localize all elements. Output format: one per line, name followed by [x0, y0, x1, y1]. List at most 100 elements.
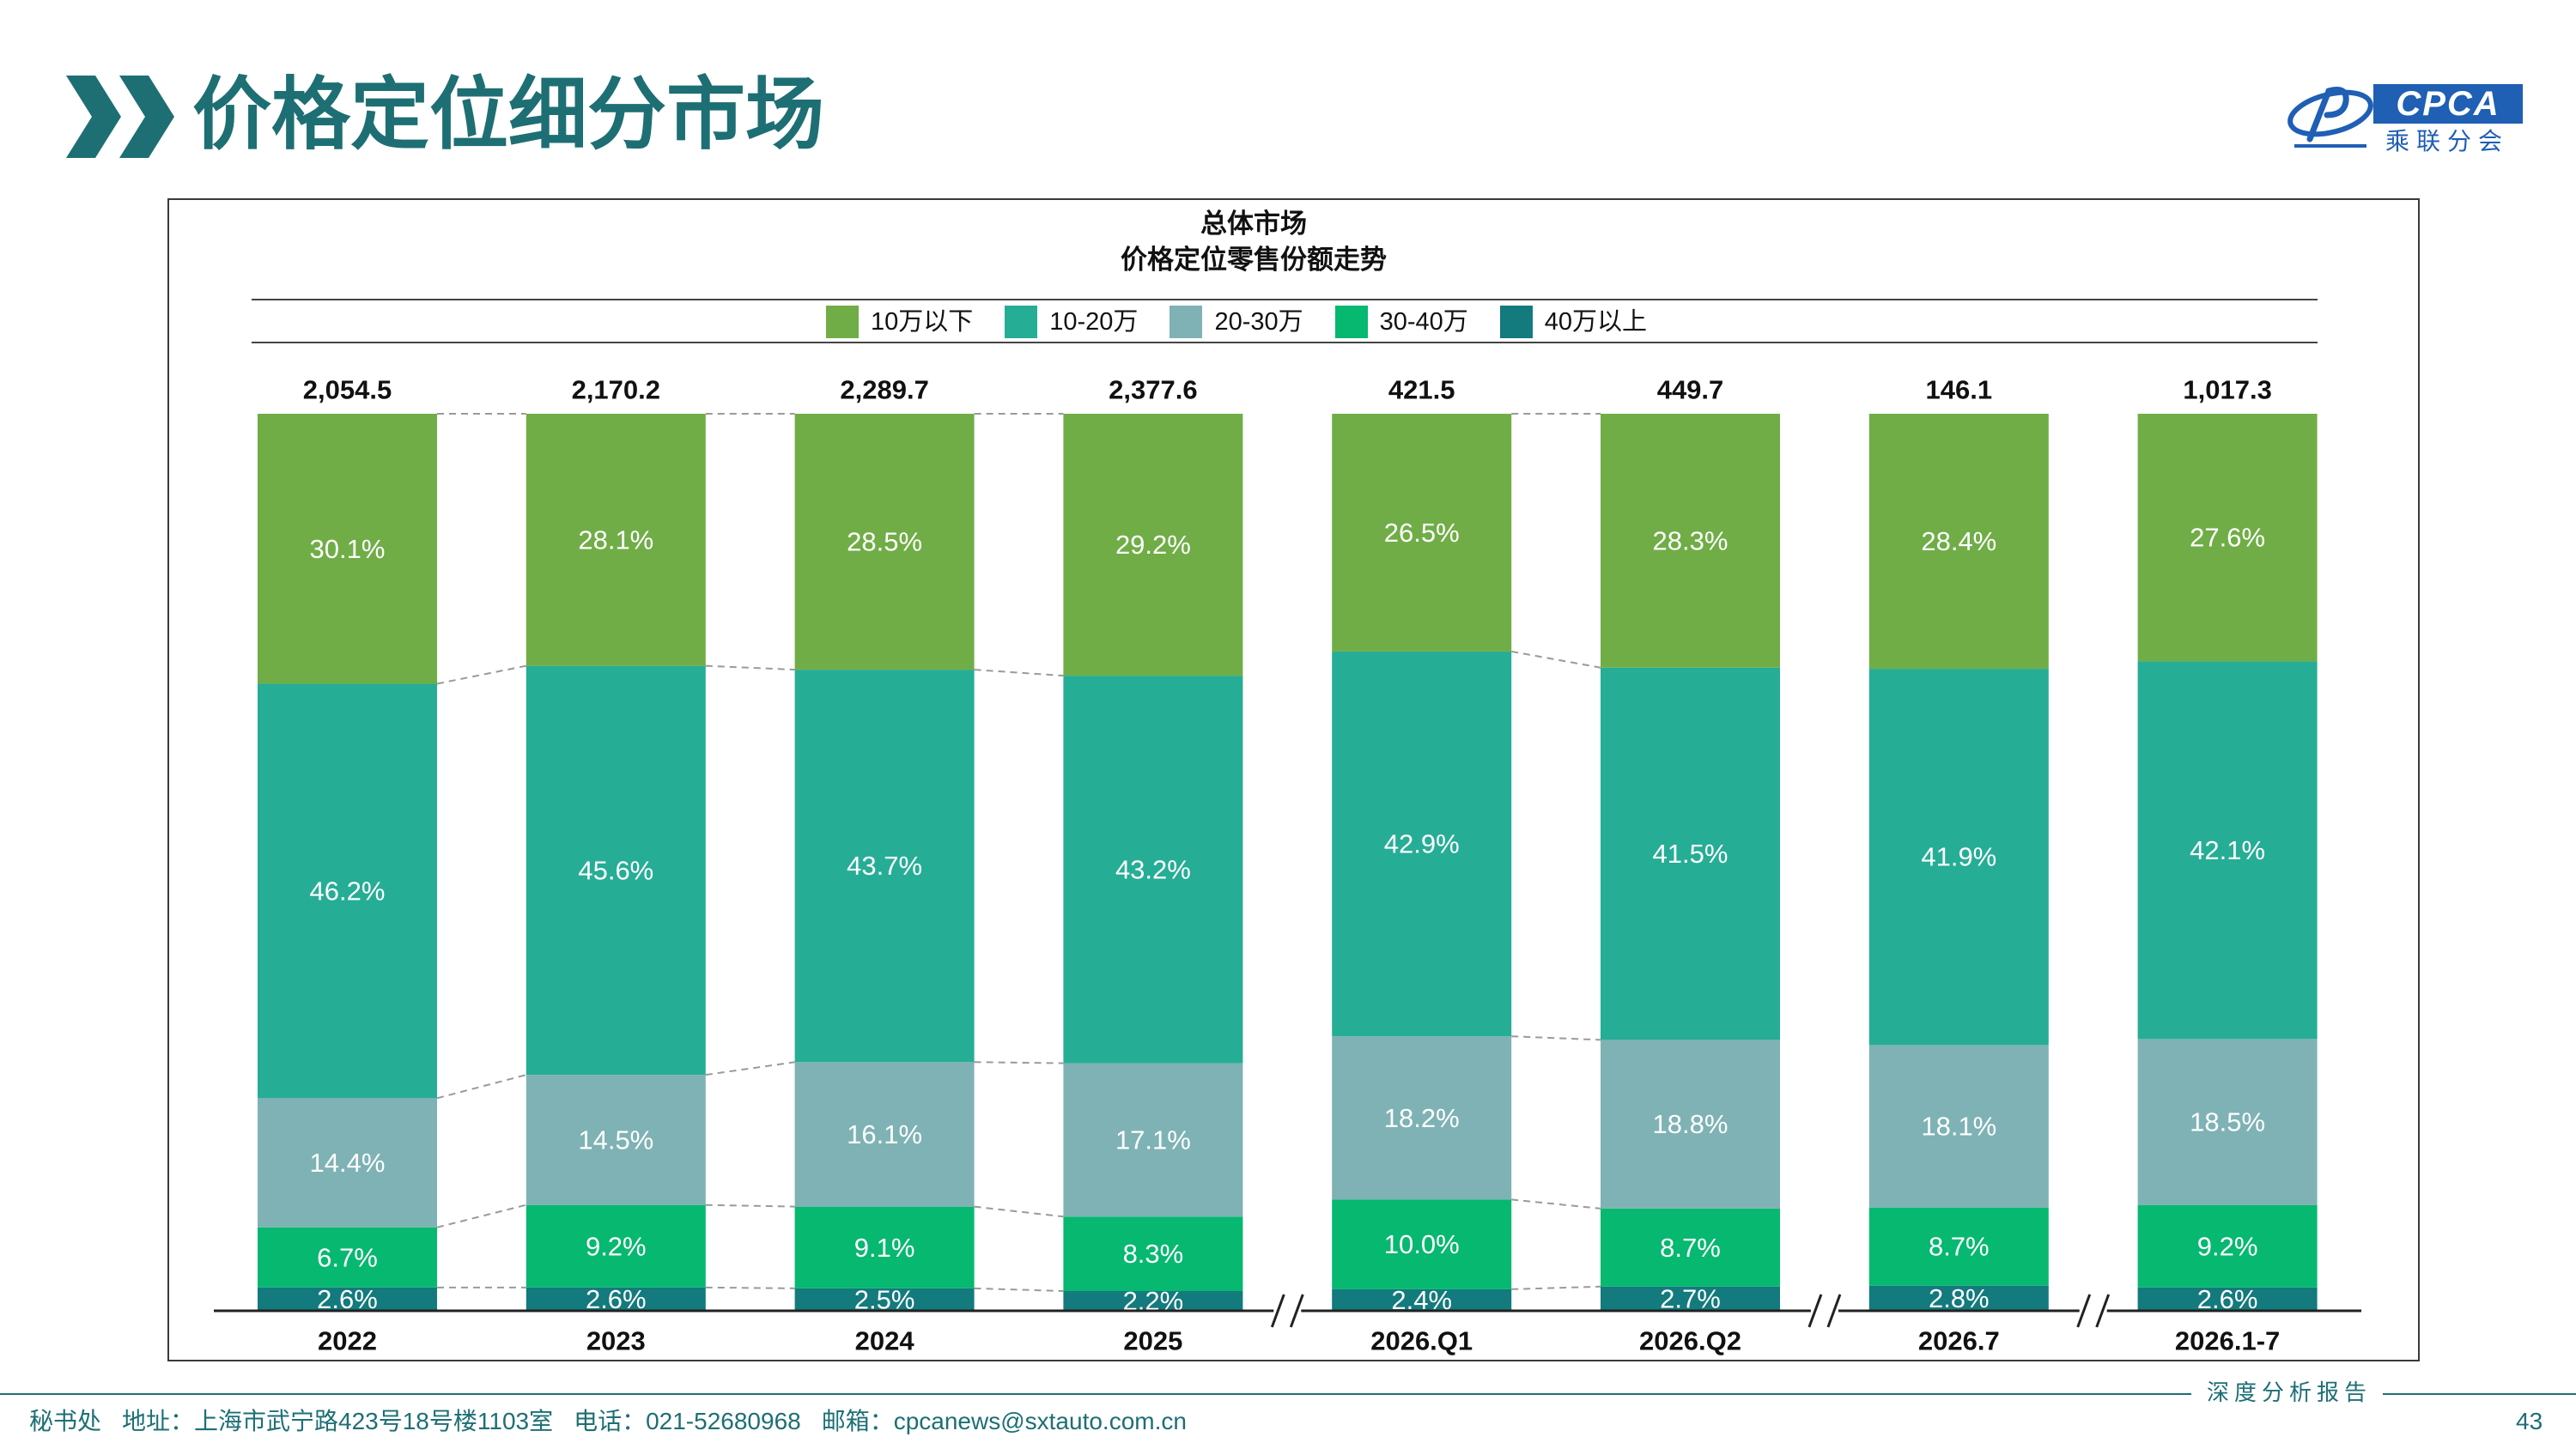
- bar-segment: [258, 414, 437, 684]
- connector-line: [436, 1074, 527, 1100]
- bar-segment: [526, 1287, 706, 1311]
- bar-segment: [1868, 414, 2049, 670]
- bar-segment: [1868, 1045, 2049, 1208]
- logo-wordmark: CPCA: [2373, 84, 2523, 124]
- legend-label: 10-20万: [1049, 308, 1139, 336]
- data-label: 9.2%: [2197, 1231, 2258, 1261]
- data-label: 9.1%: [854, 1233, 915, 1263]
- connector-line: [1511, 650, 1601, 669]
- axis-break-icon: [1270, 1294, 1304, 1328]
- footer-phone: 电话：021-52680968: [574, 1408, 801, 1434]
- connector-line: [1511, 1285, 1601, 1290]
- bar-segment: [1063, 414, 1243, 676]
- bar-segment: [1332, 1036, 1512, 1200]
- legend-top-rule: [252, 299, 2318, 300]
- chart-frame: [167, 198, 2420, 1361]
- bar-segment: [1332, 651, 1512, 1037]
- cpca-logo: CPCA 乘联分会: [2284, 77, 2524, 160]
- legend-swatch: [826, 306, 859, 338]
- x-tick-label: 2024: [855, 1326, 915, 1356]
- x-tick-label: 2025: [1123, 1326, 1182, 1356]
- data-label: 8.3%: [1123, 1239, 1184, 1269]
- x-tick-label: 2023: [586, 1326, 646, 1356]
- legend-swatch: [1334, 306, 1368, 338]
- data-label: 42.1%: [2190, 835, 2265, 865]
- data-label: 14.4%: [310, 1148, 386, 1178]
- data-label: 42.9%: [1384, 829, 1460, 859]
- legend-swatch: [1005, 306, 1038, 338]
- chart-subtitle: 价格定位零售份额走势: [1121, 245, 1387, 275]
- footer-rule: [2383, 1393, 2576, 1395]
- data-label: 14.5%: [578, 1125, 653, 1155]
- connector-line: [974, 1287, 1064, 1293]
- total-label: 146.1: [1926, 375, 1993, 405]
- data-label: 6.7%: [317, 1242, 378, 1272]
- data-label: 8.7%: [1929, 1232, 1990, 1262]
- connector-line: [705, 664, 795, 671]
- chevron-right-icon: [66, 76, 121, 158]
- total-label: 2,054.5: [303, 375, 392, 405]
- data-label: 9.2%: [586, 1231, 647, 1261]
- bar-segment: [2137, 661, 2318, 1040]
- total-label: 2,377.6: [1109, 375, 1197, 405]
- footer-secretariat: 秘书处: [29, 1408, 102, 1434]
- data-label: 41.5%: [1653, 839, 1728, 869]
- legend-label: 10万以下: [871, 308, 974, 336]
- bar-segment: [1063, 1291, 1243, 1311]
- legend-label: 20-30万: [1214, 308, 1303, 336]
- bar-segment: [794, 1206, 975, 1288]
- legend-label: 40万以上: [1544, 308, 1648, 336]
- legend-swatch: [1499, 306, 1533, 338]
- total-label: 1,017.3: [2183, 375, 2271, 405]
- data-label: 41.9%: [1921, 842, 1996, 872]
- bar-segment: [794, 670, 975, 1063]
- x-tick-label: 2026.Q1: [1370, 1326, 1473, 1356]
- bar-segment: [526, 414, 706, 666]
- x-tick-label: 2026.7: [1918, 1326, 2000, 1356]
- data-label: 2.6%: [317, 1284, 378, 1314]
- connector-line: [1511, 1198, 1601, 1210]
- bar-segment: [526, 665, 706, 1076]
- bar-segment: [2137, 1287, 2318, 1311]
- connector-line: [974, 669, 1064, 677]
- data-label: 17.1%: [1115, 1125, 1191, 1155]
- legend-swatch: [1170, 306, 1203, 338]
- connector-line: [974, 1061, 1064, 1064]
- data-label: 28.3%: [1653, 525, 1728, 555]
- x-tick-label: 2022: [318, 1326, 377, 1356]
- labels-layer: 2.6% 6.7% 14.4% 46.2% 30.1% 2,054.5 2022 2.6% 9.…: [303, 375, 2281, 1356]
- bar-segment: [2137, 1204, 2318, 1288]
- bar-segment: [1868, 1207, 2049, 1286]
- footer-rule: [0, 1393, 2191, 1395]
- data-label: 28.1%: [578, 524, 653, 555]
- total-label: 449.7: [1657, 375, 1724, 405]
- bar-segment: [1601, 414, 1780, 668]
- bar-segment: [1601, 1208, 1780, 1287]
- bar-segment: [1332, 414, 1512, 652]
- logo-swoosh-icon: [2287, 87, 2373, 148]
- legend-item: 10万以下: [826, 305, 973, 339]
- bar-segment: [1868, 1285, 2049, 1311]
- bar-segment: [794, 1288, 975, 1311]
- data-label: 28.4%: [1921, 526, 1996, 556]
- connector-line: [705, 1203, 795, 1208]
- data-label: 2.6%: [2197, 1284, 2258, 1314]
- bar-segment: [526, 1204, 706, 1288]
- bar-segment: [794, 1062, 975, 1207]
- data-label: 8.7%: [1660, 1233, 1721, 1263]
- x-tick-label: 2026.1-7: [2175, 1326, 2280, 1356]
- axis-break-icon: [1807, 1294, 1842, 1328]
- data-label: 18.2%: [1384, 1103, 1460, 1133]
- total-label: 421.5: [1388, 375, 1455, 405]
- data-label: 2.6%: [586, 1284, 647, 1314]
- chart-title: 总体市场: [1200, 209, 1307, 239]
- data-label: 43.2%: [1115, 854, 1191, 884]
- bar-segment: [258, 1287, 437, 1311]
- data-label: 18.5%: [2190, 1107, 2265, 1137]
- connector-line: [436, 664, 526, 685]
- bar-segment: [258, 1098, 437, 1228]
- bar-segment: [2137, 1039, 2318, 1205]
- connector-line: [705, 1061, 795, 1076]
- bar-segment: [1601, 667, 1780, 1040]
- connector-layer: [436, 413, 1601, 1293]
